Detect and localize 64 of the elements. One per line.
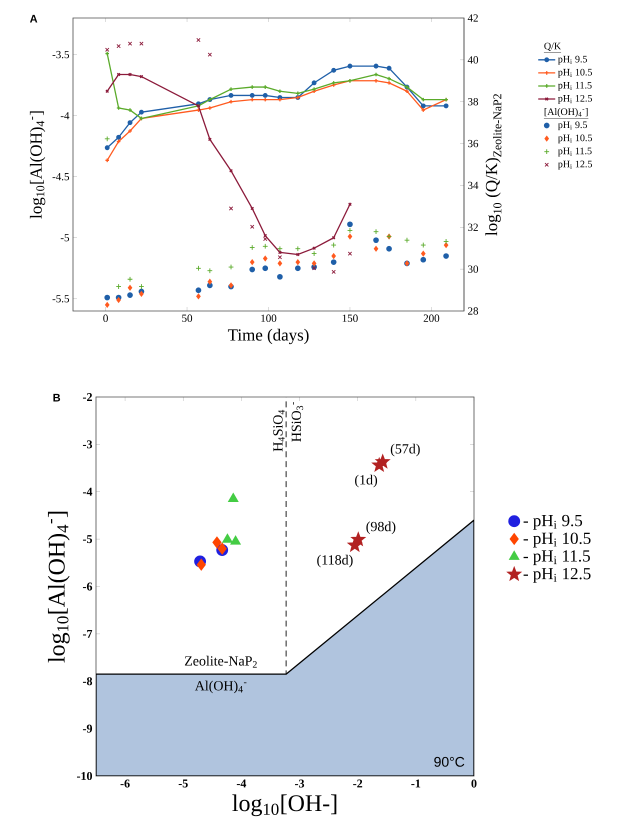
annotation: Al(OH)$_{4}$- bbox=[194, 680, 246, 694]
y-tick-label: -5.5 bbox=[52, 295, 70, 302]
y-tick-label: -5 bbox=[82, 535, 92, 544]
legend-title: Q/K bbox=[544, 42, 561, 51]
y2-tick-label: 28 bbox=[468, 307, 478, 315]
annotation: HSiO$_{3}$- bbox=[292, 402, 304, 442]
y-tick-label: -7 bbox=[82, 630, 92, 638]
annotation: (98d) bbox=[366, 521, 396, 534]
y2-tick-label: 30 bbox=[468, 265, 478, 273]
annotation: Zeolite-NaP$_{2}$ bbox=[184, 656, 257, 668]
y-tick-label: -10 bbox=[76, 772, 92, 780]
x-tick-label: -3 bbox=[294, 780, 304, 788]
legend-label: pH$_{i}$ 10.5 bbox=[558, 134, 592, 144]
y2-tick-label: 38 bbox=[468, 98, 478, 106]
x-tick-label: 0 bbox=[471, 780, 477, 788]
x-tick-label: -1 bbox=[411, 780, 420, 788]
y2-tick-label: 32 bbox=[468, 224, 478, 231]
x-tick-label: -6 bbox=[120, 780, 130, 788]
y2-tick-label: 36 bbox=[468, 140, 478, 148]
legend-label: pH$_{i}$ 9.5 bbox=[558, 121, 588, 130]
legend-label: - pH$_{i}$ 12.5 bbox=[524, 568, 591, 583]
annotation: (57d) bbox=[390, 444, 420, 456]
legend-label: pH$_{i}$ 12.5 bbox=[558, 94, 592, 104]
x-tick-label: -5 bbox=[178, 780, 188, 788]
y-tick-label: -4 bbox=[60, 112, 70, 120]
text: [Al(OH)$_{4}$$^{-}$] bbox=[544, 108, 588, 118]
y-tick-label: -2 bbox=[82, 393, 92, 401]
x-tick-label: 150 bbox=[342, 314, 358, 322]
legend-label: pH$_{i}$ 10.5 bbox=[558, 68, 592, 78]
chart-title: A bbox=[30, 14, 38, 22]
y2-tick-label: 34 bbox=[468, 182, 478, 190]
y-tick-label: -9 bbox=[82, 724, 92, 733]
x-tick-label: 100 bbox=[261, 314, 276, 322]
chart-title: B bbox=[53, 394, 60, 402]
x-axis-title: Time (days) bbox=[228, 328, 309, 344]
x-axis-title: log$_{10}$[OH-] bbox=[232, 794, 336, 816]
y-tick-label: -4.5 bbox=[52, 173, 70, 180]
legend-label: - pH$_{i}$ 10.5 bbox=[524, 532, 591, 548]
y-axis-title: log$_{10}$[Al(OH)$_{4}$$^{-}$] bbox=[30, 111, 46, 219]
annotation: 90°C bbox=[434, 756, 464, 767]
y-tick-label: -3.5 bbox=[52, 50, 70, 58]
x-tick-label: 200 bbox=[424, 314, 440, 322]
legend-label: - pH$_{i}$ 9.5 bbox=[524, 514, 582, 530]
y-tick-label: -5 bbox=[60, 234, 70, 242]
y2-tick-label: 42 bbox=[468, 14, 478, 22]
legend-label: pH$_{i}$ 11.5 bbox=[558, 82, 592, 91]
annotation: H$_{4}$SiO$_{4}$ bbox=[273, 410, 285, 452]
annotation: (1d) bbox=[355, 474, 378, 488]
x-tick-label: -2 bbox=[353, 780, 362, 788]
legend-label: - pH$_{i}$ 11.5 bbox=[524, 550, 590, 566]
annotation: (118d) bbox=[317, 554, 353, 568]
y2-axis-title: $\text{log}_{\text{10}}\text{ (Q/K)}_{\text{Zeolite-NaP2}}$ bbox=[485, 94, 502, 236]
y2-tick-label: 40 bbox=[468, 56, 478, 64]
y-tick-label: -4 bbox=[82, 488, 92, 496]
y-axis-title: log$_{10}$[Al(OH)$_{4}$$^{-}$] bbox=[48, 512, 70, 663]
x-tick-label: -4 bbox=[236, 780, 246, 788]
y-tick-label: -6 bbox=[82, 582, 92, 591]
legend-label: pH$_{i}$ 9.5 bbox=[558, 56, 588, 64]
legend-label: pH$_{i}$ 11.5 bbox=[558, 148, 592, 156]
y-tick-label: -8 bbox=[82, 677, 92, 686]
x-tick-label: 0 bbox=[103, 314, 108, 322]
y-tick-label: -3 bbox=[82, 440, 92, 448]
x-tick-label: 50 bbox=[182, 314, 192, 322]
legend-label: pH$_{i}$ 12.5 bbox=[558, 160, 592, 170]
